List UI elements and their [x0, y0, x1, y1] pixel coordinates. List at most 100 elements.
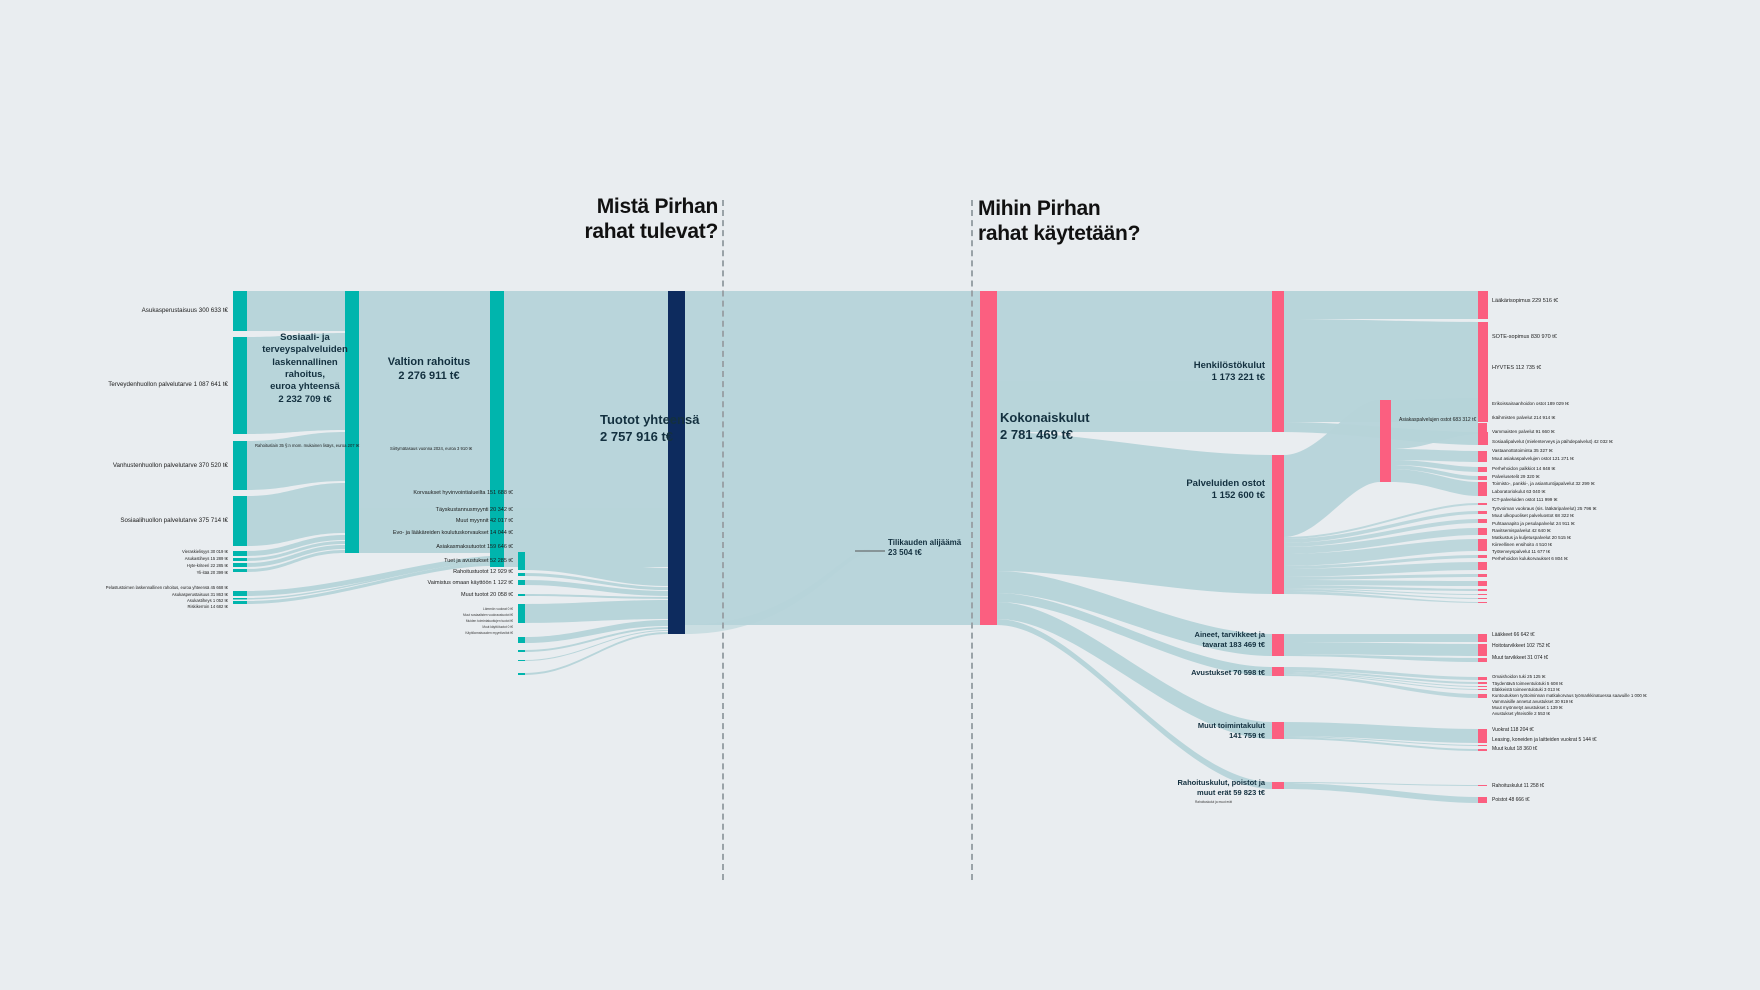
right-leaf-nodes — [1478, 291, 1488, 445]
link-asiakaspalvelut — [1284, 400, 1380, 537]
label-ikaihmisten-palvelut: Ikäihmisten palvelut 214 914 t€ — [1492, 415, 1556, 420]
node-label-valtion-rahoitus: Valtion rahoitus 2 276 911 t€ — [387, 356, 471, 383]
label-tyoterveyspalvelut: Työterveyspalvelut 11 677 t€ — [1492, 549, 1551, 554]
label-hyvtes: HYVTES 112 735 t€ — [1492, 365, 1542, 371]
links-muut-toiminta-leaves — [1284, 722, 1478, 751]
label-muut-myynnit: Muut myynnit 42 017 t€ — [455, 518, 513, 524]
label-vieraskielisyys: Vieraskielisyys 30 019 t€ — [181, 549, 228, 554]
node-label-tuotot-yhteensa: Tuotot yhteensä 2 757 916 t€ — [600, 412, 700, 444]
label-valmistus-omaan-kayttoon: Vaimistus omaan käyttöön 1 122 t€ — [427, 580, 513, 586]
label-tayskustannusmyynti: Täyskustannusmyynti 20 342 t€ — [435, 507, 513, 513]
links-kulut-to-categories — [997, 291, 1272, 789]
label-misc-1: Lämmön vuokrat 0 t€ — [483, 607, 513, 611]
node-label-henkilostokulut: Henkilöstökulut 1 173 221 t€ — [1193, 360, 1265, 384]
label-pelastustoimi: Pelastustoimen laskennallinen rahoitus, … — [105, 585, 228, 590]
label-erikoissairaanhoidon-ostot: Erikoissairaanhoidon ostot 189 029 t€ — [1492, 401, 1569, 406]
label-ict-palveluiden-ostot: ICT-palveluiden ostot 111 999 t€ — [1492, 497, 1558, 502]
label-omaishoidon-tuki: Omaishoidon tuki 25 125 t€ — [1492, 674, 1546, 679]
label-avustukset-yhteisolle: Avustukset yhteisölle 2 553 t€ — [1492, 711, 1551, 716]
links-palvelut-leaves — [1284, 503, 1478, 603]
links-avustukset-leaves — [1284, 667, 1478, 698]
other-income-nodes — [518, 552, 525, 675]
links-to-valtion-rahoitus — [247, 291, 490, 604]
label-asukasperustaisuus: Asukasperustaisuus 300 633 t€ — [141, 307, 228, 314]
label-vammaisille-annetut-avustukset: Vammaisille annetut avustukset 30 919 t€ — [1492, 699, 1573, 704]
label-poistot: Poistot 48 666 t€ — [1492, 797, 1530, 803]
node-asiakaspalvelujen-ostot — [1380, 400, 1391, 482]
label-misc-4: Muut käyttötuotot 0 t€ — [482, 625, 513, 629]
label-asiakaspalvelujen-ostot: Asiakaspalvelujen ostot 683 312 t€ — [1399, 417, 1477, 423]
label-sote-sopimus: SOTE-sopimus 830 970 t€ — [1492, 334, 1557, 340]
divider-right — [971, 200, 973, 880]
label-puhtaanapito-pesula: Puhtaanapito ja pesulapalvelut 24 911 t€ — [1492, 521, 1575, 526]
label-vanhustenhuollon-palvelutarve: Vanhustenhuollon palvelutarve 370 520 t€ — [112, 462, 228, 469]
label-laakarisopimus: Lääkärisopimus 229 516 t€ — [1492, 298, 1559, 304]
label-hyte-kriteeri: Hyte-kriteeri 22 285 t€ — [186, 563, 228, 568]
node-valtion-rahoitus — [490, 291, 504, 567]
label-sosiaalihuollon-palvelutarve: Sosiaalihuollon palvelutarve 375 714 t€ — [120, 517, 228, 524]
label-vammaisten-palvelut: Vammaisten palvelut 91 660 t€ — [1492, 429, 1555, 434]
label-siirtymatasaus: Siirtymätasaus vuonna 2024, euroa 3 910 … — [390, 446, 473, 451]
node-label-kokonaiskulut: Kokonaiskulut 2 781 469 t€ — [1000, 410, 1090, 442]
node-tuotot-yhteensa — [668, 291, 685, 634]
label-terveydenhuollon-palvelutarve: Terveydenhuollon palvelutarve 1 087 641 … — [108, 381, 228, 388]
title-right: Mihin Pirhan rahat käytetään? — [978, 197, 1141, 246]
label-footnote: Rahoituskulut ja muut erät — [1195, 800, 1233, 804]
links-rahoitus-leaves — [1284, 782, 1478, 803]
links-left-to-sote — [247, 291, 345, 572]
node-label-muut-toimintakulut: Muut toimintakulut 141 759 t€ — [1197, 721, 1265, 740]
label-taydentava-toimeentulotuki: Täydentävä toimeentulotuki 5 608 t€ — [1492, 681, 1563, 686]
label-leasing-laitteet: Leasing, koneiden ja laitteiden vuokrat … — [1492, 737, 1597, 743]
label-perhehoidon-palkkiot: Perhehoidon palkkiot 14 848 t€ — [1492, 466, 1556, 471]
label-rahoitustuotot: Rahoitustuotot 12 929 t€ — [453, 569, 513, 575]
label-muut-ulkopuoliset-palveluostot: Muut ulkopuoliset palveluostot 68 322 t€ — [1492, 513, 1574, 518]
label-muut-tuotot: Muut tuotot 20 058 t€ — [461, 592, 513, 598]
node-kokonaiskulut — [980, 291, 997, 625]
label-matkustus-kuljetus: Matkustus ja kuljetuspalvelut 20 515 t€ — [1492, 535, 1571, 540]
divider-left — [722, 200, 724, 880]
label-riskikerroin: Riskikerroin 14 682 t€ — [187, 604, 229, 609]
category-nodes — [1272, 291, 1284, 789]
label-rahoituskulut: Rahoituskulut 11 258 t€ — [1492, 783, 1545, 789]
node-label-sote-laskennallinen: Sosiaali- ja terveyspalveluiden laskenna… — [262, 332, 348, 405]
label-rahoituslain-35: Rahoituslain 35 §:n mom. mukainen lisäys… — [255, 443, 360, 448]
label-ravitsemispalvelut: Ravitsemispalvelut 42 640 t€ — [1492, 528, 1551, 533]
label-kuntoutus-matkakorvaus: Kuntoutuksen työtoiminnan matkakorvaus t… — [1492, 693, 1647, 698]
label-misc-5: Käyttöomaisuuden myyntivoitot t€ — [465, 631, 513, 635]
link-deficit — [685, 549, 870, 634]
label-perhehoidon-kulukorvaukset: Perhehoidon kulukorvaukset 6 804 t€ — [1492, 556, 1568, 561]
label-misc-3: Muiden toimintatuottojen tuotot t€ — [465, 619, 513, 623]
label-kiireellinen-ensihoito: Kiireellinen ensihoito 4 510 t€ — [1492, 542, 1553, 547]
node-label-alijaama: Tilikauden alijäämä 23 504 t€ — [888, 538, 962, 558]
label-muut-myonnetyt-avustukset: Muut myönnetyt avustukset 1 139 t€ — [1492, 705, 1563, 710]
label-asukasperustaisuus-2: Asukasperustaisuus 31 863 t€ — [171, 592, 228, 597]
label-toimisto-pankki-asiantuntija: Toimisto-, pankki-, ja asiantuntijapalve… — [1492, 481, 1595, 486]
label-tuet-ja-avustukset: Tuet ja avustukset 52 285 t€ — [444, 558, 513, 564]
label-evo-koulutuskorvaukset: Evo- ja lääkäreiden koulutuskorvaukset 1… — [392, 530, 513, 536]
links-asiakaspalvelut-leaves — [1391, 398, 1478, 496]
label-yli-65: Yli-itää 20 399 t€ — [196, 570, 228, 575]
title-left: Mistä Pirhan rahat tulevat? — [584, 195, 719, 244]
links-to-tuotot — [504, 291, 668, 675]
label-laakkeet: Lääkkeet 66 642 t€ — [1492, 632, 1535, 638]
label-misc-2: Muut sosiaalisten vuokraustuotot t€ — [463, 613, 513, 617]
label-tyovoiman-vuokraus: Työvoiman vuokraus (sis. lääkäripalvelut… — [1492, 506, 1597, 511]
label-laboratoriokulut: Laboratoriokulut 63 040 t€ — [1492, 489, 1546, 494]
label-asukastiheys-2: Asukastiheys 1 052 t€ — [187, 598, 228, 603]
label-korvaukset-hyvinvointialueilta: Korvaukset hyvinvointialueilta 151 688 t… — [413, 490, 513, 496]
label-asukastiheys: Asukastiheys 15 289 t€ — [184, 556, 228, 561]
label-elatustuki: Eläkkeistä toimeentulotuki 3 013 t€ — [1492, 687, 1560, 692]
links-aineet-leaves — [1284, 634, 1478, 662]
node-label-rahoituskulut-poistot: Rahoituskulut, poistot ja muut erät 59 8… — [1177, 778, 1266, 797]
label-vuokrat: Vuokrat 118 204 t€ — [1492, 727, 1534, 733]
label-asiakasmaksutuotot: Asiakasmaksutuotot 159 646 t€ — [436, 544, 513, 550]
node-sote-laskennallinen — [345, 291, 359, 553]
left-source-nodes — [233, 291, 247, 604]
node-label-palveluiden-ostot: Palveluiden ostot 1 152 600 t€ — [1186, 478, 1265, 502]
right-detail-bars — [1478, 398, 1487, 803]
label-sosiaalipalvelut-mt: Sosiaalipalvelut (mielenterveys ja päihd… — [1492, 439, 1613, 444]
node-label-aineet-tarvikkeet: Aineet, tarvikkeet ja tavarat 183 469 t€ — [1194, 630, 1265, 649]
links-henkilosto — [1284, 291, 1478, 445]
